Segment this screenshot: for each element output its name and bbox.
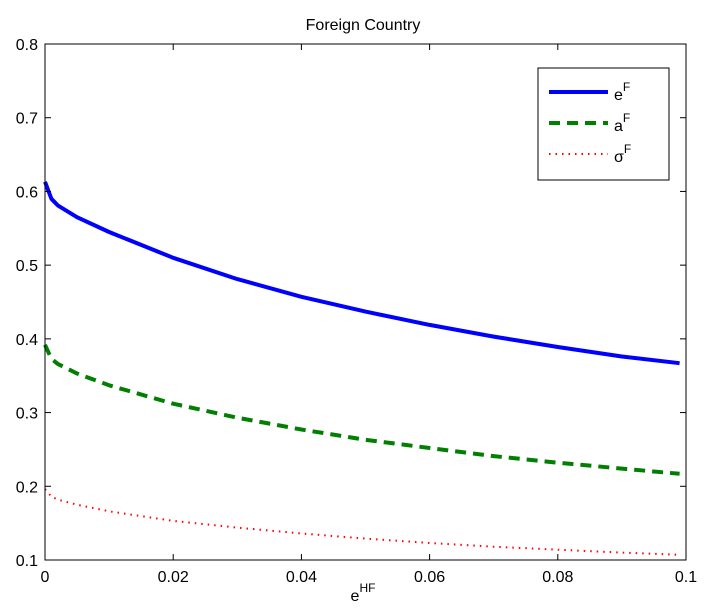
y-tick-label: 0.4: [16, 332, 38, 349]
legend-label-2: aF: [614, 111, 630, 135]
y-tick-label: 0.7: [16, 111, 38, 128]
legend-label-sup: F: [623, 80, 630, 94]
y-tick-label: 0.6: [16, 184, 38, 201]
x-tick-label: 0.08: [542, 569, 573, 586]
x-axis-label-sup: HF: [359, 581, 375, 595]
x-tick-label: 0.1: [675, 569, 697, 586]
chart-title: Foreign Country: [306, 17, 421, 34]
y-axis-ticks: 0.1 0.2 0.3 0.4 0.5 0.6 0.7 0.8: [16, 37, 686, 570]
legend-label-base: σ: [614, 149, 624, 166]
legend-label-sup: F: [623, 111, 630, 125]
legend-label-3: σF: [614, 142, 631, 166]
series-line-1: [43, 181, 680, 366]
legend-label-sup: F: [624, 142, 631, 156]
y-tick-label: 0.3: [16, 406, 38, 423]
x-axis-ticks: 0 0.02 0.04 0.06 0.08 0.1: [41, 44, 697, 586]
legend-label-base: a: [614, 118, 623, 135]
y-tick-label: 0.5: [16, 258, 38, 275]
x-tick-label: 0.04: [286, 569, 317, 586]
y-tick-label: 0.2: [16, 479, 38, 496]
series-lines: [43, 181, 680, 556]
x-tick-label: 0.06: [414, 569, 445, 586]
x-axis-label-base: e: [351, 588, 360, 605]
legend-label-1: eF: [614, 80, 630, 104]
series-line-3: [44, 488, 680, 556]
plot-frame: [44, 43, 687, 561]
x-tick-label: 0: [41, 569, 50, 586]
x-axis-label: eHF: [351, 581, 376, 605]
y-tick-label: 0.1: [16, 553, 38, 570]
series-line-2: [43, 343, 680, 476]
legend-label-base: e: [614, 87, 623, 104]
y-tick-label: 0.8: [16, 37, 38, 54]
x-tick-label: 0.02: [158, 569, 189, 586]
